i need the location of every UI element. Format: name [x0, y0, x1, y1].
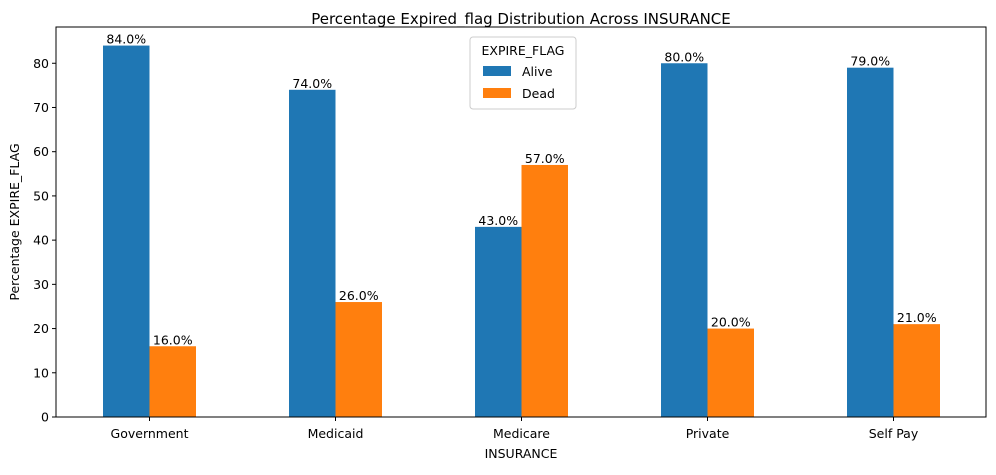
bar-alive-self-pay [847, 67, 894, 418]
y-tick-label-60: 60 [33, 144, 49, 159]
bar-dead-self-pay [893, 324, 940, 417]
y-tick-label-10: 10 [33, 365, 49, 380]
bar-label-alive-private: 80.0% [664, 49, 704, 64]
bars-group [103, 45, 940, 418]
plot-frame [55, 26, 987, 418]
bar-dead-private [707, 328, 754, 417]
bar-label-dead-government: 16.0% [153, 332, 193, 347]
y-tick-label-50: 50 [33, 188, 49, 203]
x-tick-label-private: Private [686, 426, 730, 441]
bar-alive-government [103, 45, 150, 417]
bar-label-dead-self-pay: 21.0% [897, 310, 937, 325]
bar-label-dead-medicare: 57.0% [525, 151, 565, 166]
y-tick-label-0: 0 [41, 410, 49, 425]
bar-label-alive-self-pay: 79.0% [850, 54, 890, 69]
legend: EXPIRE_FLAG Alive Dead [469, 36, 577, 110]
legend-swatch-alive [483, 66, 511, 76]
y-tick-label-20: 20 [33, 321, 49, 336]
bar-labels-group: 84.0% 16.0% 74.0% 26.0% 43.0% 57.0% 80.0% 20.0%… [106, 32, 936, 348]
x-axis-title: INSURANCE [485, 446, 558, 461]
x-tick-label-medicaid: Medicaid [308, 426, 364, 441]
legend-label-dead: Dead [522, 86, 555, 101]
x-tick-label-medicare: Medicare [493, 426, 550, 441]
y-tick-label-40: 40 [33, 233, 49, 248]
bar-label-alive-government: 84.0% [106, 32, 146, 47]
y-axis: 0 10 20 30 40 50 60 70 80 [33, 56, 56, 425]
x-axis: Government Medicaid Medicare Private Self Pa… [111, 417, 919, 441]
y-tick-label-30: 30 [33, 277, 49, 292]
bar-dead-medicaid [335, 302, 382, 417]
y-axis-title: Percentage EXPIRE_FLAG [7, 143, 22, 300]
bar-label-alive-medicaid: 74.0% [292, 76, 332, 91]
bar-label-dead-private: 20.0% [711, 315, 751, 330]
bar-label-dead-medicaid: 26.0% [339, 288, 379, 303]
x-tick-label-government: Government [111, 426, 189, 441]
legend-title: EXPIRE_FLAG [482, 43, 565, 58]
legend-label-alive: Alive [522, 64, 553, 79]
bar-alive-medicaid [289, 89, 336, 417]
chart-title: Percentage Expired_flag Distribution Acr… [311, 10, 731, 29]
bar-alive-medicare [475, 226, 522, 417]
x-tick-label-self-pay: Self Pay [869, 426, 919, 441]
bar-dead-government [149, 346, 196, 417]
bar-dead-medicare [521, 164, 568, 417]
bar-alive-private [661, 63, 708, 417]
y-tick-label-70: 70 [33, 100, 49, 115]
bar-label-alive-medicare: 43.0% [478, 213, 518, 228]
y-tick-label-80: 80 [33, 56, 49, 71]
legend-swatch-dead [483, 88, 511, 98]
